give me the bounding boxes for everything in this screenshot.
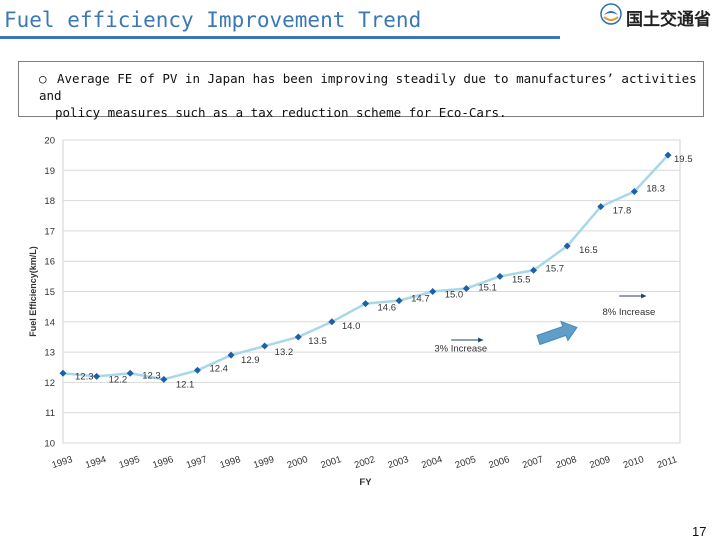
data-label: 17.8 [613, 206, 632, 217]
data-label: 14.0 [342, 321, 361, 332]
x-tick-label: 2005 [454, 454, 478, 471]
x-tick-label: 2006 [487, 454, 511, 471]
data-point [294, 333, 302, 341]
y-tick-label: 12 [44, 378, 55, 389]
x-tick-label: 2011 [656, 454, 679, 471]
x-tick-label: 2000 [286, 454, 310, 471]
y-tick-label: 10 [44, 439, 55, 450]
y-tick-label: 13 [44, 348, 55, 359]
header: Fuel efficiency Improvement Trend 国土交通省 [0, 0, 720, 44]
data-point [462, 284, 470, 292]
data-label: 15.0 [445, 290, 464, 301]
page-number: 17 [692, 524, 707, 539]
summary-box: ○ Average FE of PV in Japan has been impr… [18, 61, 704, 120]
x-tick-label: 1997 [185, 454, 209, 471]
y-tick-label: 18 [44, 196, 55, 207]
y-axis-label: Fuel Efficiency(km/L) [28, 246, 38, 337]
x-tick-label: 1995 [118, 454, 142, 471]
bullet-mark: ○ [39, 71, 47, 86]
data-label: 18.3 [646, 184, 665, 195]
y-tick-label: 17 [44, 226, 55, 237]
data-point [261, 342, 269, 350]
y-tick-label: 16 [44, 257, 55, 268]
data-point [395, 297, 403, 305]
data-label: 16.5 [579, 245, 598, 256]
x-tick-label: 1999 [252, 454, 276, 471]
data-point [496, 272, 504, 280]
fuel-efficiency-chart: 10 11 12 13 14 15 16 17 18 19 20 Fuel Efficiency(km… [18, 124, 704, 494]
data-point [530, 266, 538, 274]
summary-line-1: Average FE of PV in Japan has been impro… [39, 71, 697, 103]
x-tick-label: 2004 [420, 454, 444, 471]
data-point [630, 188, 638, 196]
x-tick-label: 2009 [588, 454, 612, 471]
x-tick-label: 2007 [521, 454, 545, 471]
summary-line-2: policy measures such as a tax reduction … [55, 105, 507, 120]
x-tick-label: 2001 [319, 454, 343, 471]
y-tick-label: 19 [44, 166, 55, 177]
data-label: 15.7 [546, 263, 565, 274]
mlit-emblem-icon [600, 3, 622, 25]
data-label: 12.4 [209, 363, 228, 374]
left-annotation-label: 3% Increase [434, 343, 487, 354]
data-point [597, 203, 605, 211]
data-point [193, 366, 201, 374]
data-point [160, 375, 168, 383]
data-point [362, 300, 369, 308]
data-label: 15.5 [512, 274, 531, 285]
x-tick-label: 2010 [622, 454, 646, 471]
increase-block-arrow [536, 320, 578, 346]
data-label: 12.3 [142, 370, 161, 381]
data-label: 14.6 [378, 303, 397, 314]
data-label: 19.5 [674, 154, 693, 165]
left-annotation-arrow-head [478, 337, 484, 343]
data-point [328, 318, 336, 326]
data-point [664, 151, 672, 159]
data-label: 13.2 [275, 347, 294, 358]
x-tick-label: 1996 [151, 454, 175, 471]
mlit-logo: 国土交通省 [600, 2, 718, 30]
y-tick-label: 11 [45, 408, 55, 419]
data-label: 13.5 [308, 336, 327, 347]
x-axis-label: FY [359, 477, 372, 488]
data-label: 12.9 [241, 355, 259, 366]
title-underline [0, 36, 560, 39]
y-tick-label: 14 [44, 317, 55, 328]
data-label: 12.1 [176, 379, 195, 390]
y-tick-label: 15 [44, 287, 55, 298]
right-annotation-label: 8% Increase [602, 307, 655, 318]
data-point [563, 242, 571, 250]
data-label: 15.1 [478, 282, 497, 293]
x-tick-label: 2003 [387, 454, 411, 471]
x-tick-label: 1994 [84, 454, 108, 471]
summary-text: ○ Average FE of PV in Japan has been impr… [39, 70, 699, 121]
data-point [59, 369, 67, 377]
data-label: 12.2 [109, 374, 128, 385]
x-tick-label: 2002 [353, 454, 377, 471]
data-point [429, 288, 437, 295]
data-label: 12.3 [75, 371, 94, 382]
y-tick-label: 20 [44, 136, 55, 147]
page-title: Fuel efficiency Improvement Trend [4, 8, 422, 32]
x-tick-label: 1993 [50, 454, 74, 471]
data-label: 14.7 [411, 294, 430, 305]
data-point [227, 351, 235, 359]
chart-svg: 10 11 12 13 14 15 16 17 18 19 20 Fuel Efficiency(km… [28, 136, 693, 489]
logo-text: 国土交通省 [626, 10, 711, 30]
data-point [93, 372, 101, 380]
data-point [126, 369, 134, 377]
right-annotation-arrow-head [641, 293, 647, 299]
x-tick-label: 2008 [555, 454, 579, 471]
x-tick-label: 1998 [219, 454, 243, 471]
